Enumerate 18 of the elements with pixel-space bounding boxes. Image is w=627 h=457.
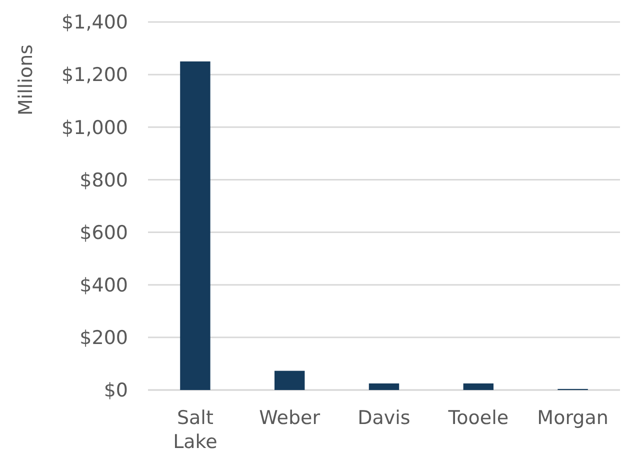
y-tick-label: $800	[80, 169, 128, 192]
y-tick-label: $1,200	[62, 64, 128, 86]
bar	[180, 61, 210, 390]
x-tick-label: Weber	[259, 407, 320, 429]
y-tick-label: $0	[104, 380, 128, 402]
y-axis-title: Millions	[15, 44, 37, 116]
y-tick-label: $400	[80, 274, 128, 297]
bar	[368, 383, 400, 390]
bar	[463, 383, 494, 390]
y-tick-label: $1,000	[62, 116, 128, 139]
y-tick-label: $600	[80, 222, 128, 244]
bar	[274, 370, 305, 390]
y-tick-label: $200	[80, 327, 128, 350]
x-tick-label: Morgan	[537, 407, 608, 429]
x-tick-label: Davis	[358, 407, 410, 429]
x-tick-label: Salt Lake	[173, 407, 218, 453]
x-tick-label: Tooele	[447, 407, 509, 429]
y-tick-label: $1,400	[62, 12, 128, 34]
